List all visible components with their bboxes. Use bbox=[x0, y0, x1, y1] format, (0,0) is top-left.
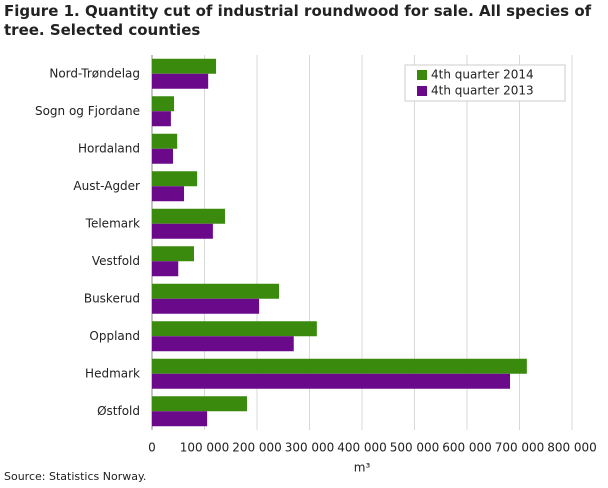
legend-swatch bbox=[417, 70, 427, 80]
y-tick-label: Hordaland bbox=[78, 141, 140, 155]
legend-box bbox=[404, 64, 566, 102]
bar bbox=[152, 373, 511, 389]
bar bbox=[152, 171, 198, 187]
x-tick-label: 600 000 bbox=[442, 441, 492, 455]
y-tick-label: Hedmark bbox=[85, 366, 140, 380]
bar bbox=[152, 186, 185, 202]
y-tick-label: Nord-Trøndelag bbox=[49, 66, 140, 80]
bar bbox=[152, 208, 225, 224]
bar bbox=[152, 58, 217, 74]
y-tick-label: Telemark bbox=[85, 216, 140, 230]
x-tick-label: 0 bbox=[148, 441, 156, 455]
legend-label: 4th quarter 2013 bbox=[431, 84, 534, 98]
bar bbox=[152, 133, 178, 149]
bar bbox=[152, 396, 248, 412]
y-tick-label: Østfold bbox=[97, 404, 140, 418]
legend-label: 4th quarter 2014 bbox=[431, 68, 534, 82]
y-tick-label: Sogn og Fjordane bbox=[35, 104, 140, 118]
x-tick-label: 100 000 bbox=[180, 441, 230, 455]
bar bbox=[152, 148, 173, 164]
bar bbox=[152, 298, 260, 314]
source-note: Source: Statistics Norway. bbox=[4, 470, 147, 483]
chart-title: Figure 1. Quantity cut of industrial rou… bbox=[4, 2, 592, 39]
bar bbox=[152, 283, 280, 299]
x-tick-label: 200 000 bbox=[232, 441, 282, 455]
bar bbox=[152, 96, 175, 112]
bar bbox=[152, 336, 294, 352]
bar bbox=[152, 223, 213, 239]
y-tick-label: Buskerud bbox=[84, 291, 140, 305]
x-tick-label: 300 000 bbox=[285, 441, 335, 455]
bar bbox=[152, 111, 171, 127]
x-tick-label: 500 000 bbox=[390, 441, 440, 455]
bar bbox=[152, 358, 527, 374]
bar bbox=[152, 261, 179, 277]
y-tick-label: Aust-Agder bbox=[73, 179, 140, 193]
x-tick-label: 800 000 bbox=[547, 441, 597, 455]
y-tick-label: Vestfold bbox=[92, 254, 140, 268]
x-tick-label: 400 000 bbox=[337, 441, 387, 455]
x-tick-label: 700 000 bbox=[495, 441, 545, 455]
bar bbox=[152, 321, 317, 337]
x-axis-label: m³ bbox=[354, 461, 371, 475]
y-tick-label: Oppland bbox=[89, 329, 140, 343]
bar bbox=[152, 246, 194, 262]
bar bbox=[152, 73, 209, 89]
legend-swatch bbox=[417, 86, 427, 96]
bar bbox=[152, 411, 208, 427]
